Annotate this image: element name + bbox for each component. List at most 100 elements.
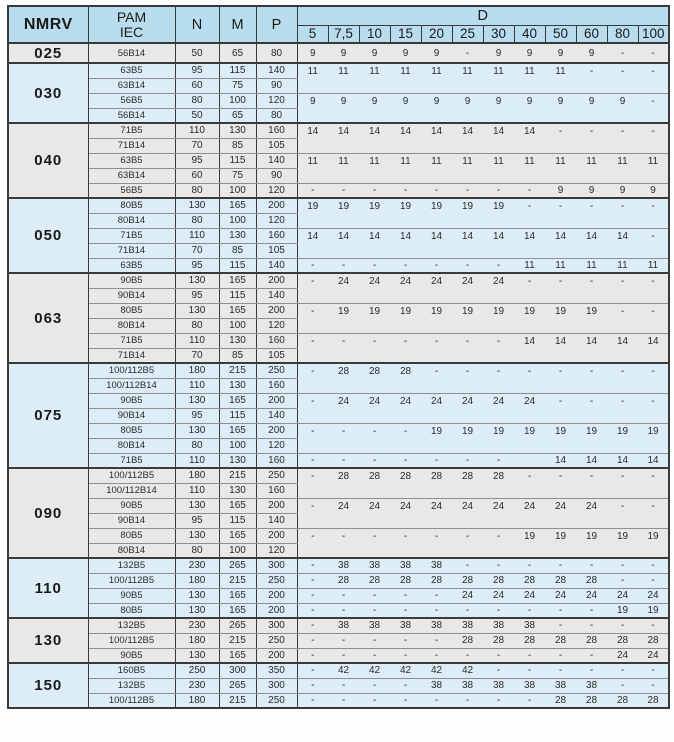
d-value-cell-ratio-5: - (297, 393, 328, 424)
n-dim-cell: 180 (175, 362, 220, 379)
d-value-cell-ratio-15: 42 (390, 662, 421, 679)
d-value-cell-ratio-20: - (421, 528, 452, 559)
d-value-cell-ratio-7_5: - (328, 603, 359, 619)
d-value-cell-ratio-100: - (638, 197, 669, 229)
table-row-063-90B5: 063 90B5 130 165 200-24 24 24 24 24 24- - - - - (8, 272, 669, 364)
d-value-cell-ratio-100: - (638, 272, 669, 304)
d-value-cell-ratio-25: 42 (452, 662, 483, 679)
d-value-cell-ratio-15: 28 (390, 573, 421, 589)
d-value-cell-ratio-5: - (297, 467, 328, 499)
d-value-cell-ratio-60: - (576, 272, 607, 304)
n-dim-cell: 130 (175, 648, 220, 664)
n-dim-cell: 230 (175, 617, 220, 634)
d-value-cell-ratio-7_5: - (328, 528, 359, 559)
p-dim-cell: 250 (256, 633, 298, 649)
d-value-cell-ratio-60: 38 (576, 678, 607, 694)
d-value-cell-ratio-40: 24 (514, 588, 545, 604)
pam-iec-cell: 56B5 (88, 93, 176, 109)
d-value-cell-ratio-100: - (638, 662, 669, 679)
d-value-cell-ratio-60: 28 (576, 573, 607, 589)
d-value-cell-ratio-100: 9 (638, 183, 669, 199)
d-value-cell-ratio-60: 11 (576, 258, 607, 274)
n-dim-cell: 250 (175, 662, 220, 679)
table-row-075-71B5: 71B5 110 130 160- - - - - - -14 14 14 14 (8, 453, 669, 469)
n-dim-cell: 70 (175, 348, 220, 364)
d-size-header-30: 30 (482, 24, 515, 44)
d-value-cell-ratio-5: - (297, 272, 328, 304)
d-value-cell-ratio-100: - (638, 362, 669, 394)
d-value-cell-ratio-50: 28 (545, 633, 576, 649)
d-value-cell-ratio-40: 14 (514, 333, 545, 364)
d-value-cell-ratio-50: 19 (545, 303, 576, 334)
d-value-cell-ratio-15: 38 (390, 557, 421, 574)
table-row-150-160B5: 150 160B5 250 300 350-42 42 42 42 42- - - - - - (8, 662, 669, 709)
d-value-cell-ratio-100: 19 (638, 603, 669, 619)
p-dim-cell: 160 (256, 122, 298, 139)
p-dim-cell: 350 (256, 662, 298, 679)
d-value-cell-ratio-20: - (421, 588, 452, 604)
m-dim-cell: 130 (219, 122, 257, 139)
d-value-cell-ratio-40: - (514, 197, 545, 229)
p-dim-cell: 200 (256, 588, 298, 604)
d-value-cell-ratio-40: - (514, 362, 545, 394)
d-value-cell-ratio-7_5: 19 (328, 197, 359, 229)
d-value-cell-ratio-60: 28 (576, 633, 607, 649)
d-value-cell-ratio-5: - (297, 588, 328, 604)
pam-iec-cell: 63B5 (88, 258, 176, 274)
d-value-cell-ratio-80: - (607, 362, 638, 394)
m-dim-cell: 100 (219, 438, 257, 454)
d-value-cell-ratio-80: 24 (607, 588, 638, 604)
m-dim-cell: 115 (219, 408, 257, 424)
m-dim-cell: 65 (219, 42, 257, 64)
n-dim-cell: 130 (175, 423, 220, 439)
d-value-cell-ratio-40: 9 (514, 42, 545, 64)
d-value-cell-ratio-50: - (545, 662, 576, 679)
d-value-cell-ratio-25: 28 (452, 467, 483, 499)
pam-iec-cell: 80B14 (88, 213, 176, 229)
d-value-cell-ratio-80: - (607, 62, 638, 94)
m-dim-cell: 115 (219, 62, 257, 79)
d-value-cell-ratio-10: 28 (359, 573, 390, 589)
nmrv-size-label-075: 075 (8, 362, 89, 469)
n-dim-cell: 110 (175, 333, 220, 349)
m-dim-cell: 65 (219, 108, 257, 124)
d-value-cell-ratio-30: 19 (483, 423, 514, 454)
m-dim-cell: 75 (219, 78, 257, 94)
d-value-cell-ratio-10: 38 (359, 617, 390, 634)
p-dim-cell: 120 (256, 93, 298, 109)
n-dim-cell: 95 (175, 288, 220, 304)
table-row-090-100_112B5: 090 100/112B5 180 215 250-28 28 28 28 28 28- - - - - (8, 467, 669, 559)
d-value-cell-ratio-5: - (297, 557, 328, 574)
d-value-cell-ratio-80: - (607, 42, 638, 64)
n-dim-cell: 60 (175, 78, 220, 94)
d-value-cell-ratio-50: - (545, 557, 576, 574)
n-dim-cell: 110 (175, 378, 220, 394)
p-dim-cell: 140 (256, 513, 298, 529)
d-value-cell-ratio-60: 19 (576, 303, 607, 334)
m-dim-cell: 85 (219, 348, 257, 364)
d-value-cell-ratio-100: - (638, 122, 669, 154)
d-value-cell-ratio-30: - (483, 648, 514, 664)
d-value-cell-ratio-60: 24 (576, 498, 607, 529)
pam-iec-cell: 71B5 (88, 453, 176, 469)
d-value-cell-ratio-20: - (421, 603, 452, 619)
p-dim-cell: 160 (256, 228, 298, 244)
p-dim-cell: 250 (256, 362, 298, 379)
d-value-cell-ratio-40: 19 (514, 528, 545, 559)
m-dim-cell: 130 (219, 228, 257, 244)
d-value-cell-ratio-5: - (297, 633, 328, 649)
m-dim-cell: 215 (219, 362, 257, 379)
d-value-cell-ratio-25: - (452, 333, 483, 364)
table-row-050-71B14: 71B14 70 85 105 (8, 243, 669, 259)
header-row-d-sizes: 5 7,5 10 15 20 25 30 40 50 60 80 100 (8, 24, 670, 44)
d-value-cell-ratio-50: 9 (545, 183, 576, 199)
m-dim-cell: 165 (219, 423, 257, 439)
d-size-header-40: 40 (513, 24, 546, 44)
d-value-cell-ratio-30: 9 (483, 42, 514, 64)
d-value-cell-ratio-60: - (576, 122, 607, 154)
n-dim-cell: 130 (175, 498, 220, 514)
table-row-063-71B14: 71B14 70 85 105 (8, 348, 669, 364)
d-value-cell-ratio-15: - (390, 183, 421, 199)
d-value-cell-ratio-40: - (514, 603, 545, 619)
pam-iec-cell: 100/112B5 (88, 467, 176, 484)
